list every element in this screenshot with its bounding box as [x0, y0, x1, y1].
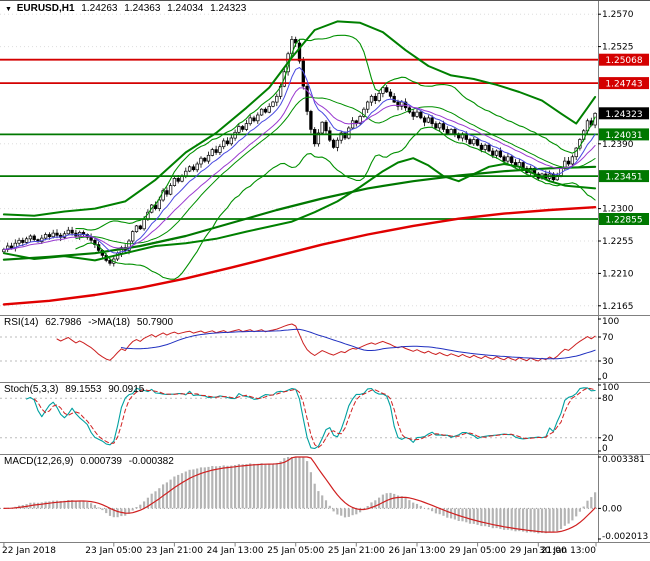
svg-text:-0.002013: -0.002013	[602, 532, 648, 542]
svg-text:29 Jan 05:00: 29 Jan 05:00	[449, 546, 506, 556]
stoch-d-line	[33, 387, 596, 448]
svg-text:1.22855: 1.22855	[605, 216, 642, 226]
svg-text:1.2255: 1.2255	[602, 237, 634, 247]
svg-text:23 Jan 21:00: 23 Jan 21:00	[146, 546, 203, 556]
rsi-line	[56, 323, 596, 362]
svg-text:30 Jan 13:00: 30 Jan 13:00	[539, 546, 596, 556]
slow-red-ma	[2, 205, 597, 306]
stoch-k-line	[26, 387, 596, 450]
bollinger-middle	[75, 96, 596, 245]
svg-text:70: 70	[602, 333, 614, 343]
svg-text:25 Jan 05:00: 25 Jan 05:00	[267, 546, 324, 556]
rsi-ma-line	[120, 328, 596, 360]
svg-text:0.00: 0.00	[602, 504, 622, 514]
time-axis-labels: 22 Jan 2018 23 Jan 05:00 23 Jan 21:00 24 Ja…	[2, 542, 597, 556]
stoch-panel	[0, 387, 598, 450]
svg-text:0: 0	[602, 372, 608, 382]
svg-text:30: 30	[602, 357, 614, 367]
price-axis-labels: 1.2570 1.2525 1.2390 1.2300 1.2255 1.2210 1.21…	[598, 10, 649, 312]
horizontal-levels	[0, 58, 598, 220]
svg-text:1.2165: 1.2165	[602, 302, 634, 312]
svg-text:20: 20	[602, 434, 614, 444]
rsi-panel	[0, 323, 598, 362]
svg-text:23 Jan 05:00: 23 Jan 05:00	[85, 546, 142, 556]
outer-band-upper	[2, 20, 597, 217]
svg-text:1.24031: 1.24031	[605, 131, 642, 141]
ema-fast	[3, 67, 596, 254]
ema-mid	[3, 87, 596, 251]
time-axis[interactable]	[0, 542, 650, 561]
svg-text:25 Jan 21:00: 25 Jan 21:00	[328, 546, 385, 556]
svg-text:1.25068: 1.25068	[605, 56, 642, 66]
svg-text:26 Jan 13:00: 26 Jan 13:00	[388, 546, 445, 556]
svg-text:0: 0	[602, 444, 608, 454]
candles	[2, 36, 597, 267]
macd-axis-labels: 0.003381 0.00 -0.002013	[598, 455, 648, 542]
svg-text:29 Jan 21:00: 29 Jan 21:00	[510, 546, 567, 556]
bollinger-upper	[75, 34, 596, 231]
indicator-overlays	[2, 20, 597, 306]
svg-text:1.2390: 1.2390	[602, 140, 634, 150]
svg-text:1.24743: 1.24743	[605, 80, 642, 90]
panel-separators	[0, 1, 650, 543]
slow-green-ma	[2, 165, 597, 261]
svg-text:1.24323: 1.24323	[605, 110, 642, 120]
svg-text:80: 80	[602, 394, 614, 404]
svg-text:1.2525: 1.2525	[602, 43, 634, 53]
rsi-axis-labels: 100 70 30 0	[598, 317, 619, 382]
svg-text:1.2210: 1.2210	[602, 269, 634, 279]
symbol-dropdown-icon[interactable]: ▼	[5, 6, 12, 13]
svg-text:1.2300: 1.2300	[602, 205, 634, 215]
svg-text:0.003381: 0.003381	[602, 455, 645, 465]
svg-text:100: 100	[602, 317, 619, 327]
price-axis[interactable]	[598, 1, 650, 542]
svg-text:22 Jan 2018: 22 Jan 2018	[2, 546, 56, 556]
macd-signal-line	[3, 456, 596, 533]
svg-text:1.23451: 1.23451	[605, 173, 642, 183]
svg-text:24 Jan 13:00: 24 Jan 13:00	[207, 546, 264, 556]
macd-panel	[0, 456, 598, 534]
bollinger-lower	[75, 126, 596, 280]
svg-text:100: 100	[602, 383, 619, 393]
svg-text:1.2570: 1.2570	[602, 10, 634, 20]
